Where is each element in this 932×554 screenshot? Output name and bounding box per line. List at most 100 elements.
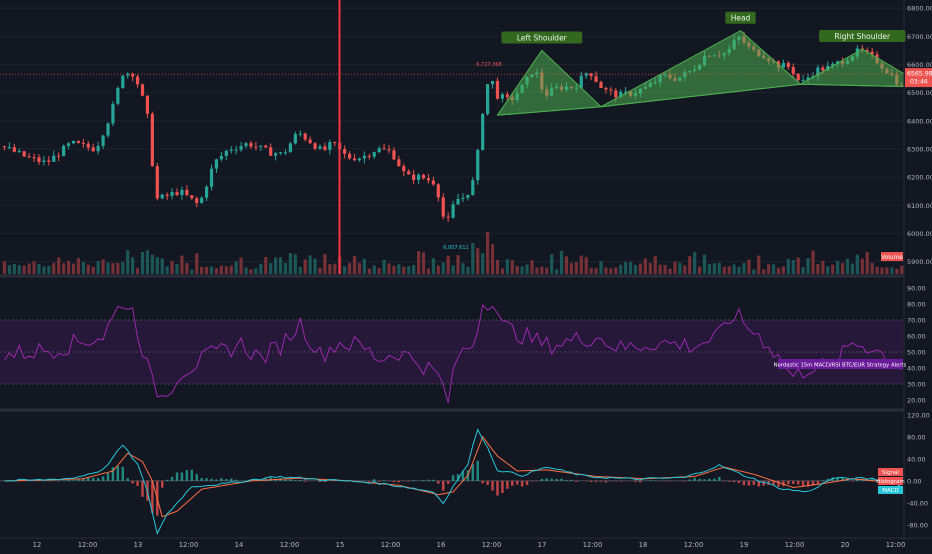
candle xyxy=(136,76,139,84)
volume-bar xyxy=(737,267,740,274)
macd-histogram-bar xyxy=(595,481,597,482)
volume-bar xyxy=(343,266,346,274)
rsi-tick-label: 50.00 xyxy=(907,349,926,357)
pattern-label: Head xyxy=(725,12,755,24)
macd-histogram-bar xyxy=(97,478,99,481)
macd-histogram-bar xyxy=(521,481,523,487)
volume-bar xyxy=(747,260,750,274)
volume-bar xyxy=(442,262,445,274)
volume-bar xyxy=(451,265,454,274)
volume-bar xyxy=(432,258,435,274)
volume-bar xyxy=(787,259,790,274)
candle xyxy=(353,158,356,160)
candle xyxy=(471,180,474,195)
price-panel[interactable] xyxy=(0,8,926,274)
macd-histogram-bar xyxy=(53,480,55,481)
countdown-text: 03:46 xyxy=(910,79,928,86)
volume-bar xyxy=(614,267,617,274)
volume-bar xyxy=(757,256,760,274)
macd-histogram-bar xyxy=(728,481,730,482)
volume-bar xyxy=(397,264,400,274)
price-tick-label: 6000.00 xyxy=(907,230,932,238)
volume-bar xyxy=(821,261,824,274)
macd-histogram-bar xyxy=(590,481,592,482)
volume-bar xyxy=(240,258,243,274)
volume-bar xyxy=(269,263,272,274)
candle xyxy=(121,76,124,88)
candle xyxy=(422,175,425,179)
volume-bar xyxy=(244,268,247,274)
time-tick-label: 16 xyxy=(437,541,446,549)
macd-histogram-bar xyxy=(762,481,764,486)
volume-bar xyxy=(456,255,459,274)
macd-histogram-bar xyxy=(605,481,607,483)
candle xyxy=(328,142,331,150)
macd-histogram-bar xyxy=(181,472,183,480)
macd-histogram-bar xyxy=(412,480,414,481)
macd-histogram-bar xyxy=(127,478,129,481)
price-tick-label: 5900.00 xyxy=(907,258,932,266)
candle xyxy=(427,178,430,180)
time-tick-label: 18 xyxy=(639,541,648,549)
time-tick-label: 15 xyxy=(336,541,345,549)
volume-bar xyxy=(358,263,361,274)
volume-bar xyxy=(590,268,593,274)
macd-histogram-bar xyxy=(516,481,518,485)
candle xyxy=(392,150,395,159)
macd-histogram-bar xyxy=(427,480,429,481)
volume-bar xyxy=(875,267,878,274)
volume-bar xyxy=(797,257,800,274)
macd-line xyxy=(5,430,902,534)
price-tick-label: 6200.00 xyxy=(907,174,932,182)
macd-histogram-bar xyxy=(62,480,64,481)
macd-panel[interactable] xyxy=(0,430,903,534)
macd-histogram-bar xyxy=(136,481,138,486)
rsi-tick-label: 20.00 xyxy=(907,397,926,405)
volume-bar xyxy=(871,263,874,274)
macd-histogram-bar xyxy=(432,480,434,481)
volume-bar xyxy=(816,264,819,274)
macd-histogram-bar xyxy=(107,473,109,481)
volume-bar xyxy=(861,259,864,274)
candle xyxy=(151,114,154,166)
candle xyxy=(205,187,208,198)
volume-bar xyxy=(57,257,60,274)
macd-histogram-bar xyxy=(319,481,321,482)
volume-bar xyxy=(609,268,612,274)
volume-bar xyxy=(279,257,282,274)
price-tick-label: 6800.00 xyxy=(907,5,932,13)
macd-histogram-bar xyxy=(797,481,799,485)
candle xyxy=(225,151,228,156)
volume-bar xyxy=(545,268,548,274)
candle xyxy=(185,190,188,195)
volume-bar xyxy=(87,265,90,274)
low-marker-text: 6,007.611 xyxy=(443,245,468,251)
rsi-tick-label: 60.00 xyxy=(907,333,926,341)
candle xyxy=(802,80,805,81)
volume-bar xyxy=(407,266,410,274)
candle xyxy=(599,82,602,88)
volume-bar xyxy=(580,255,583,274)
candle xyxy=(210,169,213,187)
candle xyxy=(156,166,159,198)
candle xyxy=(23,151,26,156)
macd-histogram-bar xyxy=(713,479,715,481)
candle xyxy=(180,190,183,195)
volume-bar xyxy=(180,255,183,274)
candle xyxy=(614,90,617,97)
volume-bar xyxy=(802,267,805,274)
rsi-panel[interactable] xyxy=(0,305,903,403)
macd-histogram-bar xyxy=(205,478,207,481)
candle xyxy=(299,134,302,135)
macd-histogram-bar xyxy=(560,479,562,481)
candle xyxy=(240,146,243,150)
macd-histogram-bar xyxy=(452,475,454,481)
volume-bar xyxy=(42,266,45,274)
volume-bar xyxy=(215,268,218,274)
volume-bar xyxy=(619,265,622,274)
macd-histogram-bar xyxy=(486,481,488,485)
macd-histogram-bar xyxy=(550,479,552,481)
candle xyxy=(92,147,95,151)
